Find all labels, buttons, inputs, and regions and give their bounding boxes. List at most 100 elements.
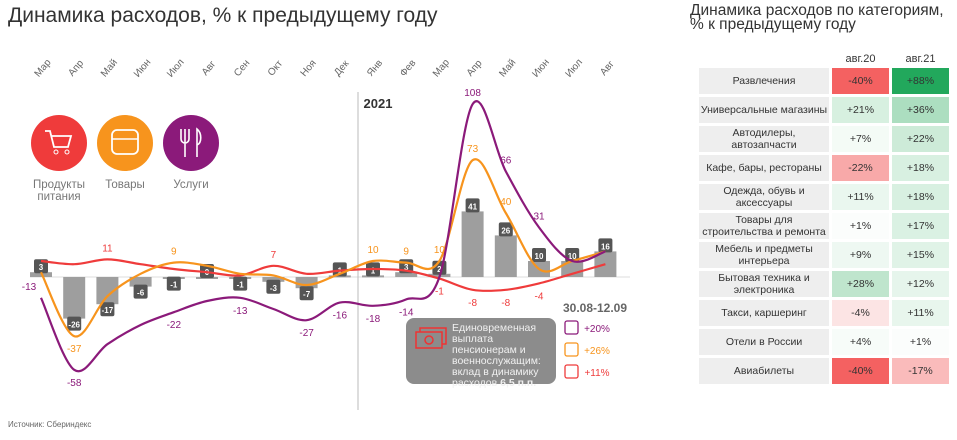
bar: [63, 277, 86, 319]
data-label: -58: [67, 378, 82, 389]
value-cell: +21%: [832, 97, 889, 123]
table-row: Кафе, бары, рестораны -22% +18%: [699, 155, 949, 181]
period-icon: [564, 320, 579, 335]
month-label: Май: [497, 57, 518, 79]
value-cell: +18%: [892, 184, 949, 210]
bar-label: 10: [568, 252, 577, 261]
value-cell: +1%: [832, 213, 889, 239]
bar: [461, 211, 484, 277]
data-label: 73: [467, 144, 479, 155]
value-cell: +28%: [832, 271, 889, 297]
bar-label-box: [166, 276, 181, 291]
data-label: -13: [233, 306, 248, 317]
category-label: Кафе, бары, рестораны: [699, 155, 829, 181]
data-label: -8: [501, 298, 510, 309]
bar-label-box: [67, 316, 82, 331]
bar-label: 41: [468, 202, 477, 211]
legend-label: Продукты: [33, 179, 85, 191]
data-label: -14: [399, 307, 414, 318]
value-cell: +11%: [832, 184, 889, 210]
category-table: авг.20 авг.21 Развлечения -40% +88% Универса…: [696, 50, 952, 387]
data-label: 66: [500, 155, 512, 166]
bar: [295, 277, 318, 289]
data-label: 7: [271, 250, 277, 261]
data-label: -16: [333, 311, 348, 322]
month-label: Фев: [398, 58, 418, 79]
note-line: Единовременная: [452, 322, 537, 334]
bar-label: -26: [68, 321, 80, 330]
bar-label-box: [34, 259, 48, 274]
table-row: Авиабилеты -40% -17%: [699, 358, 949, 384]
data-label: -4: [535, 291, 544, 302]
bar: [262, 277, 285, 282]
data-label: -27: [299, 328, 314, 339]
data-label: -1: [435, 287, 444, 298]
table-row: Товары для строительства и ремонта +1% +17…: [699, 213, 949, 239]
bar: [96, 277, 119, 305]
legend-cart-icon: [31, 115, 87, 171]
data-label: 11: [102, 243, 113, 254]
bar-label: -1: [237, 281, 245, 290]
legend-box-icon: [97, 115, 153, 171]
bar-label: 2: [437, 265, 442, 274]
table-row: Мебель и предметы интерьера +9% +15%: [699, 242, 949, 268]
table-row: Развлечения -40% +88%: [699, 68, 949, 94]
month-label: Мар: [33, 57, 54, 79]
period-icon: [564, 342, 579, 357]
bar-label-box: [266, 279, 281, 294]
category-label: Универсальные магазины: [699, 97, 829, 123]
data-label: -13: [22, 282, 37, 293]
period-value: +11%: [584, 368, 609, 379]
bar-label: 26: [501, 226, 510, 235]
data-label: 10: [367, 245, 379, 256]
value-cell: +9%: [832, 242, 889, 268]
bar-label: -17: [102, 306, 114, 315]
month-label: Апр: [465, 58, 485, 79]
value-cell: -40%: [832, 68, 889, 94]
value-cell: +11%: [892, 300, 949, 326]
series-line-0: [40, 258, 606, 293]
legend-label: Услуги: [173, 179, 208, 191]
month-label: Сен: [232, 58, 252, 79]
payment-note: Единовременная выплата пенсионерам и военно…: [406, 318, 556, 389]
col-header: авг.20: [845, 53, 876, 65]
bar-label: 10: [535, 252, 544, 261]
note-line: военнослужащим:: [452, 355, 541, 367]
chart-title: Динамика расходов, % к предыдущему году: [8, 4, 438, 27]
bar-label-box: [598, 238, 613, 253]
month-label: Июл: [564, 57, 586, 80]
data-label: 31: [533, 211, 545, 222]
fork-knife-icon: [180, 127, 202, 157]
value-cell: +88%: [892, 68, 949, 94]
bar-label: -6: [137, 289, 145, 298]
bar: [494, 235, 517, 277]
bar-label: 16: [601, 242, 610, 251]
category-label: Авиабилеты: [699, 358, 829, 384]
month-label: Янв: [365, 58, 385, 79]
data-label: -22: [167, 320, 182, 331]
note-line: вклад в динамику: [452, 366, 539, 378]
month-label: Авг: [200, 59, 219, 78]
bar-label-box: [299, 286, 314, 301]
table-row: Отели в России +4% +1%: [699, 329, 949, 355]
value-cell: +15%: [892, 242, 949, 268]
source-note: Источник: Сбериндекс: [8, 420, 92, 429]
bar-label-box: [465, 198, 480, 213]
data-label: 40: [500, 197, 512, 208]
category-label: Такси, каршеринг: [699, 300, 829, 326]
data-label: 9: [403, 247, 409, 258]
bar: [129, 277, 152, 287]
box-icon: [111, 129, 139, 155]
bar-label: 1: [371, 266, 376, 275]
month-label: Окт: [266, 58, 286, 78]
table-row: Автодилеры, автозапчасти +7% +22%: [699, 126, 949, 152]
value-cell: +1%: [892, 329, 949, 355]
table-row: Бытовая техника и электроника +28% +12%: [699, 271, 949, 297]
period-icon: [564, 364, 579, 379]
value-cell: +4%: [832, 329, 889, 355]
data-label: 108: [464, 88, 481, 99]
series-line-2: [40, 100, 606, 373]
value-cell: +17%: [892, 213, 949, 239]
period-value: +26%: [584, 346, 610, 357]
category-label: Отели в России: [699, 329, 829, 355]
